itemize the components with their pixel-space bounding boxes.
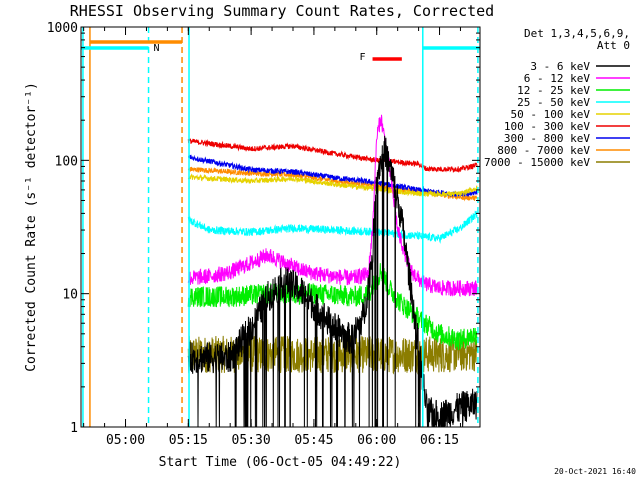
series-line bbox=[187, 263, 478, 351]
y-tick-label: 1 bbox=[70, 421, 78, 436]
legend-entry-label: 800 - 7000 keV bbox=[497, 144, 590, 157]
y-tick-label: 1000 bbox=[47, 21, 78, 36]
flags-layer: NF bbox=[81, 27, 480, 427]
legend-entry-label: 25 - 50 keV bbox=[517, 96, 590, 109]
legend-entry-label: 12 - 25 keV bbox=[517, 84, 590, 97]
series-line bbox=[187, 210, 478, 244]
legend-header-line-1: Det 1,3,4,5,6,9, bbox=[524, 27, 630, 40]
legend-header-line-2: Att 0 bbox=[597, 39, 630, 52]
x-tick-label: 05:45 bbox=[294, 433, 333, 448]
x-tick-label: 06:00 bbox=[357, 433, 396, 448]
legend-entry-label: 7000 - 15000 keV bbox=[484, 156, 590, 169]
series-line bbox=[187, 154, 478, 198]
x-axis-label: Start Time (06-Oct-05 04:49:22) bbox=[159, 455, 402, 470]
series-line bbox=[187, 138, 478, 173]
axes-layer bbox=[80, 26, 481, 428]
x-tick-label: 06:15 bbox=[420, 433, 459, 448]
plot-frame bbox=[80, 26, 481, 428]
legend-entry-label: 6 - 12 keV bbox=[524, 72, 591, 85]
legend-entry-label: 50 - 100 keV bbox=[511, 108, 591, 121]
timestamp: 20-Oct-2021 16:40 bbox=[554, 467, 636, 476]
series-layer bbox=[187, 114, 478, 428]
legend-entry-label: 300 - 800 keV bbox=[504, 132, 590, 145]
x-tick-label: 05:15 bbox=[169, 433, 208, 448]
x-tick-label: 05:00 bbox=[106, 433, 145, 448]
series-line bbox=[187, 135, 478, 428]
series-line bbox=[187, 114, 478, 298]
flag-label-f: F bbox=[360, 52, 366, 63]
series-line bbox=[187, 173, 478, 198]
y-axis-label: Corrected Count Rate (s⁻¹ detector⁻¹) bbox=[24, 82, 39, 372]
x-tick-label: 05:30 bbox=[232, 433, 271, 448]
ticks-layer: 05:00 05:15 05:30 05:45 06:00 06:15 1 10 100 1000 bbox=[47, 21, 480, 448]
y-tick-label: 100 bbox=[55, 154, 78, 169]
chart-title: RHESSI Observing Summary Count Rates, Co… bbox=[70, 2, 494, 20]
legend-entry-label: 100 - 300 keV bbox=[504, 120, 590, 133]
flag-label-n: N bbox=[154, 43, 160, 54]
legend-entry-label: 3 - 6 keV bbox=[530, 60, 590, 73]
y-tick-label: 10 bbox=[62, 288, 78, 303]
